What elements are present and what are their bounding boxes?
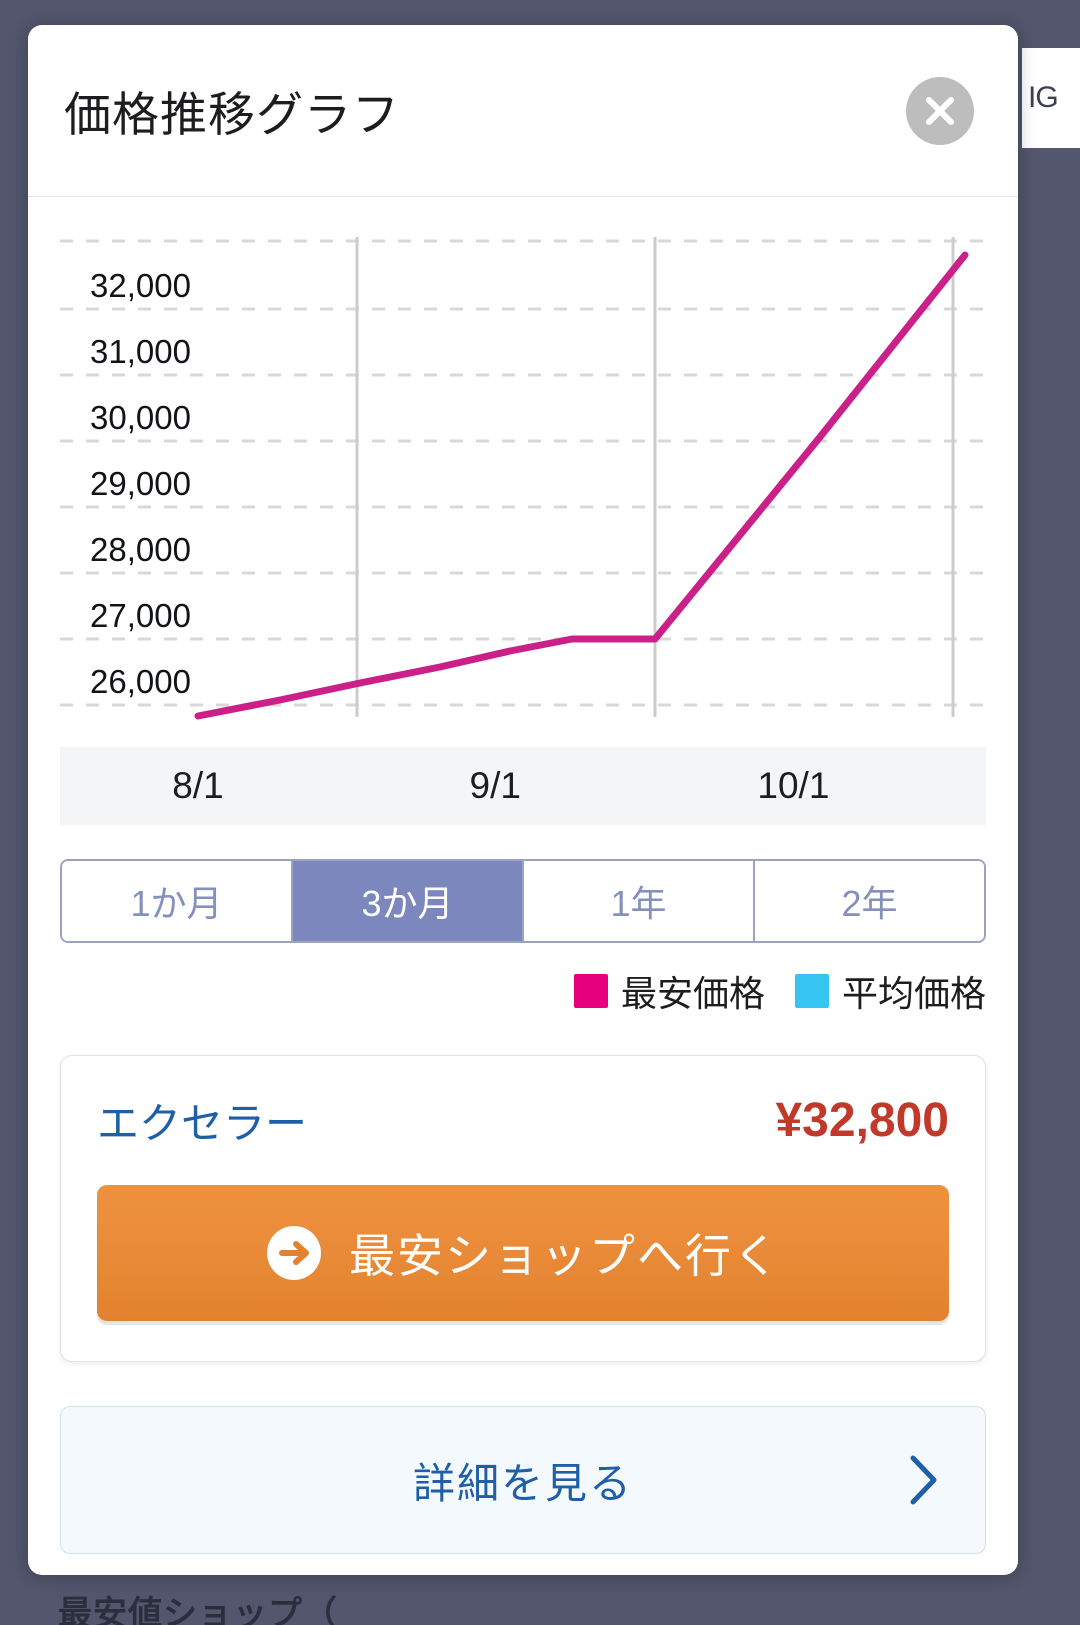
- period-button-3months[interactable]: 3か月: [293, 861, 524, 941]
- background-bottom-heading: 最安値ショップ（: [58, 1595, 338, 1625]
- x-tick-0: 8/1: [172, 765, 224, 806]
- chevron-right-icon: [910, 1455, 937, 1505]
- y-tick-28000: 28,000: [90, 531, 191, 568]
- y-tick-26000: 26,000: [90, 663, 191, 700]
- legend-label-lowest-price: 最安価格: [620, 973, 765, 1014]
- y-tick-30000: 30,000: [90, 399, 191, 436]
- shop-card-row: エクセラー ¥32,800: [97, 1090, 949, 1151]
- period-button-2years[interactable]: 2年: [755, 861, 984, 941]
- legend-item-average-price: 平均価格: [794, 965, 986, 1017]
- shop-price: ¥32,800: [775, 1094, 949, 1147]
- price-history-modal: 価格推移グラフ: [28, 25, 1018, 1575]
- chart-y-tick-labels: 32,000 31,000 30,000 29,000 28,000 27,00…: [90, 267, 191, 700]
- legend-swatch-lowest-price: [573, 974, 608, 1008]
- arrow-right-circle-icon: [267, 1226, 321, 1280]
- y-tick-31000: 31,000: [90, 333, 191, 370]
- cta-label: 最安ショップへ行く: [349, 1230, 781, 1282]
- view-details-button[interactable]: 詳細を見る: [60, 1406, 986, 1554]
- close-icon: [926, 96, 954, 125]
- y-tick-32000: 32,000: [90, 267, 191, 304]
- background-right-strip: IG: [1022, 48, 1080, 148]
- lowest-shop-card: エクセラー ¥32,800 最安ショップへ行く: [60, 1055, 986, 1362]
- modal-header: 価格推移グラフ: [28, 25, 1018, 197]
- series-line-lowest-price: [194, 251, 969, 720]
- price-chart-svg: 32,000 31,000 30,000 29,000 28,000 27,00…: [60, 237, 986, 720]
- view-details-label: 詳細を見る: [412, 1459, 633, 1507]
- go-to-lowest-shop-button[interactable]: 最安ショップへ行く: [97, 1185, 949, 1321]
- period-button-1year[interactable]: 1年: [524, 861, 755, 941]
- y-tick-29000: 29,000: [90, 465, 191, 502]
- period-button-1month[interactable]: 1か月: [62, 861, 293, 941]
- x-tick-2: 10/1: [757, 765, 830, 806]
- chart-gridlines-horizontal: [60, 239, 986, 707]
- x-tick-1: 9/1: [469, 765, 521, 806]
- background-ig-text: IG: [1028, 81, 1059, 114]
- legend-item-lowest-price: 最安価格: [573, 965, 765, 1017]
- chart-x-axis: 8/1 9/1 10/1: [60, 747, 986, 825]
- chart-legend: 最安価格 平均価格: [28, 965, 986, 1017]
- price-chart: 32,000 31,000 30,000 29,000 28,000 27,00…: [60, 227, 986, 747]
- legend-swatch-average-price: [794, 974, 829, 1008]
- close-button[interactable]: [906, 76, 974, 145]
- legend-label-average-price: 平均価格: [841, 973, 986, 1014]
- shop-name-link[interactable]: エクセラー: [97, 1100, 308, 1147]
- period-selector: 1か月 3か月 1年 2年: [60, 859, 986, 943]
- page-title: 価格推移グラフ: [64, 88, 400, 141]
- y-tick-27000: 27,000: [90, 597, 191, 634]
- chart-gridlines-vertical: [355, 237, 955, 717]
